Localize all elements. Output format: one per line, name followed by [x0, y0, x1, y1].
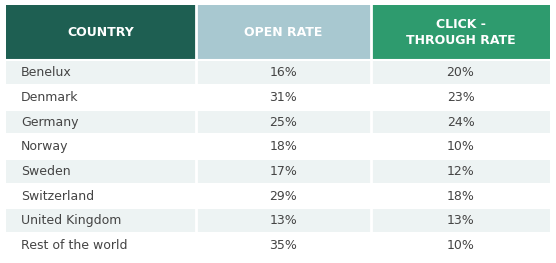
FancyBboxPatch shape	[371, 110, 550, 134]
Text: Switzerland: Switzerland	[21, 190, 94, 203]
Text: 20%: 20%	[446, 66, 474, 79]
Text: COUNTRY: COUNTRY	[67, 26, 135, 39]
Text: 13%: 13%	[446, 214, 474, 227]
FancyBboxPatch shape	[6, 5, 196, 60]
FancyBboxPatch shape	[6, 85, 196, 110]
FancyBboxPatch shape	[196, 134, 371, 159]
FancyBboxPatch shape	[371, 208, 550, 233]
Text: 35%: 35%	[270, 239, 297, 252]
Text: OPEN RATE: OPEN RATE	[244, 26, 322, 39]
FancyBboxPatch shape	[6, 159, 196, 184]
Text: 16%: 16%	[270, 66, 297, 79]
FancyBboxPatch shape	[6, 184, 196, 208]
Text: 17%: 17%	[270, 165, 297, 178]
FancyBboxPatch shape	[196, 5, 371, 60]
FancyBboxPatch shape	[371, 60, 550, 85]
Text: 18%: 18%	[446, 190, 474, 203]
Text: 23%: 23%	[446, 91, 474, 104]
FancyBboxPatch shape	[6, 60, 196, 85]
FancyBboxPatch shape	[6, 110, 196, 134]
FancyBboxPatch shape	[6, 208, 196, 233]
FancyBboxPatch shape	[6, 233, 196, 258]
FancyBboxPatch shape	[371, 5, 550, 60]
Text: 18%: 18%	[270, 140, 297, 153]
FancyBboxPatch shape	[196, 208, 371, 233]
FancyBboxPatch shape	[196, 110, 371, 134]
Text: Sweden: Sweden	[21, 165, 71, 178]
Text: Denmark: Denmark	[21, 91, 78, 104]
FancyBboxPatch shape	[196, 233, 371, 258]
FancyBboxPatch shape	[196, 159, 371, 184]
Text: Benelux: Benelux	[21, 66, 72, 79]
Text: 10%: 10%	[446, 239, 474, 252]
FancyBboxPatch shape	[196, 184, 371, 208]
FancyBboxPatch shape	[371, 134, 550, 159]
Text: United Kingdom: United Kingdom	[21, 214, 121, 227]
FancyBboxPatch shape	[371, 233, 550, 258]
FancyBboxPatch shape	[6, 134, 196, 159]
Text: 25%: 25%	[270, 116, 297, 129]
Text: CLICK -
THROUGH RATE: CLICK - THROUGH RATE	[406, 18, 515, 47]
Text: Rest of the world: Rest of the world	[21, 239, 127, 252]
Text: 31%: 31%	[270, 91, 297, 104]
Text: Norway: Norway	[21, 140, 68, 153]
Text: 29%: 29%	[270, 190, 297, 203]
Text: 13%: 13%	[270, 214, 297, 227]
Text: Germany: Germany	[21, 116, 78, 129]
FancyBboxPatch shape	[196, 60, 371, 85]
Text: 12%: 12%	[446, 165, 474, 178]
FancyBboxPatch shape	[371, 159, 550, 184]
FancyBboxPatch shape	[371, 85, 550, 110]
FancyBboxPatch shape	[371, 184, 550, 208]
FancyBboxPatch shape	[196, 85, 371, 110]
Text: 10%: 10%	[446, 140, 474, 153]
Text: 24%: 24%	[446, 116, 474, 129]
